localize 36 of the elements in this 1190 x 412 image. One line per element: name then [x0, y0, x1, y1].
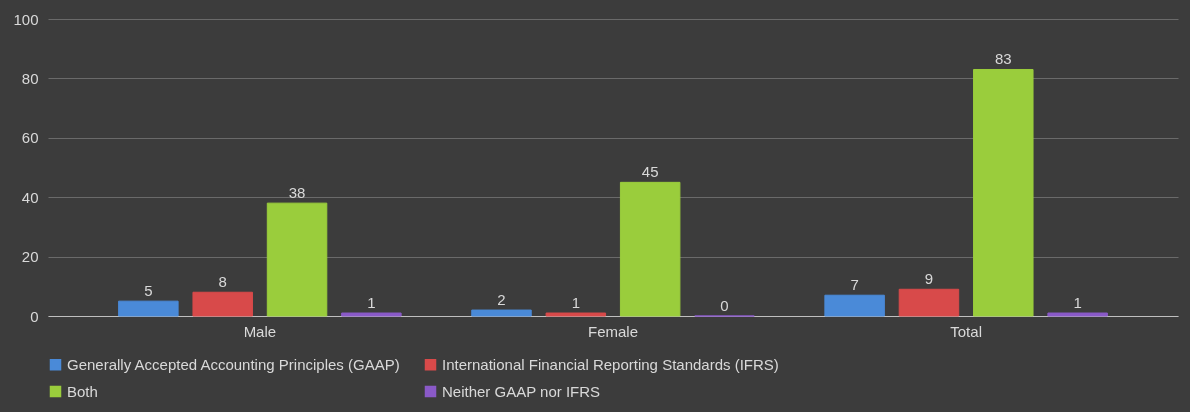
data-label: 7: [850, 276, 859, 294]
y-tick-label: 80: [21, 69, 39, 87]
data-label: 38: [288, 184, 306, 202]
data-label: 45: [641, 163, 659, 181]
bar: [118, 300, 179, 317]
bar: [341, 312, 402, 317]
data-label: 9: [924, 270, 934, 288]
data-label: 1: [571, 294, 580, 312]
y-tick-label: 100: [13, 10, 39, 28]
data-label: 2: [497, 291, 506, 309]
bar: [471, 309, 532, 317]
bar: [545, 312, 607, 317]
legend-label: Neither GAAP nor IFRS: [442, 382, 601, 400]
y-tick-label: 20: [21, 248, 39, 266]
bar: [619, 181, 681, 317]
data-label: 5: [144, 282, 153, 300]
data-label: 1: [1073, 294, 1082, 312]
legend-label: International Financial Reporting Standards (IFRS): [442, 355, 779, 373]
bar: [192, 291, 253, 317]
data-label: 1: [367, 294, 376, 312]
y-tick-label: 0: [30, 307, 39, 325]
bar: [266, 202, 328, 317]
x-tick-label: Male: [243, 322, 277, 340]
bar: [973, 68, 1034, 317]
data-label: 83: [994, 50, 1012, 68]
x-tick-label: Female: [587, 322, 639, 340]
y-tick-label: 40: [21, 188, 39, 206]
bar: [898, 288, 960, 317]
legend-label: Both: [67, 382, 98, 400]
bar: [824, 294, 885, 317]
x-tick-label: Total: [950, 322, 982, 340]
y-tick-label: 60: [21, 129, 39, 147]
data-label: 0: [720, 297, 729, 314]
bar: [1047, 312, 1108, 317]
legend-label: Generally Accepted Accounting Principles (GAAP): [67, 355, 400, 373]
data-label: 8: [218, 273, 227, 291]
